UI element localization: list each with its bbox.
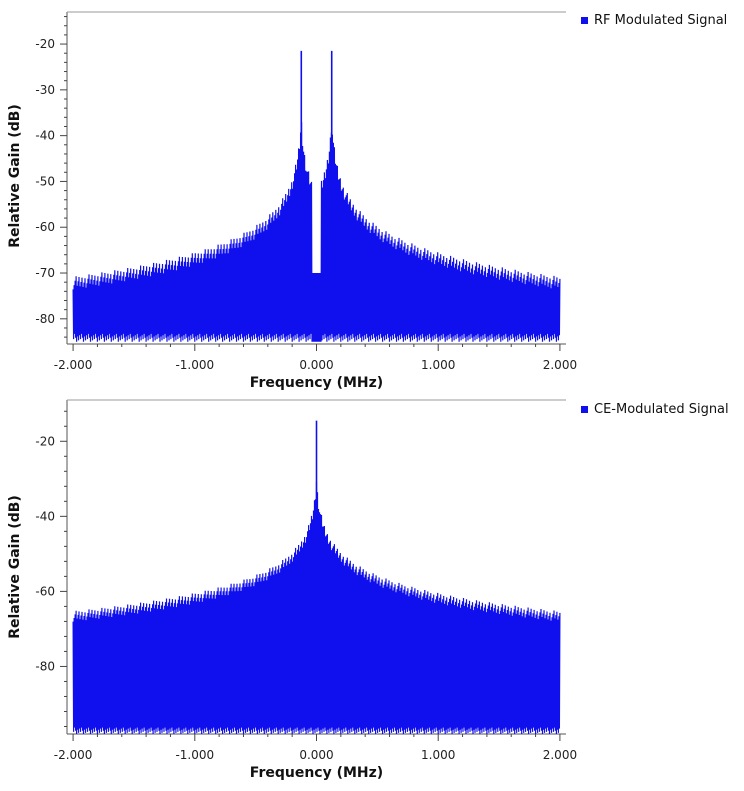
y-axis-title: Relative Gain (dB) bbox=[7, 495, 23, 639]
x-tick-label: -2.000 bbox=[54, 748, 93, 762]
series-line bbox=[72, 122, 561, 342]
x-axis-title: Frequency (MHz) bbox=[250, 375, 383, 391]
y-tick-label: -40 bbox=[35, 509, 55, 523]
x-tick-label: 0.000 bbox=[299, 748, 333, 762]
series-line bbox=[72, 481, 561, 734]
y-tick-label: -80 bbox=[35, 312, 55, 326]
y-tick-label: -70 bbox=[35, 266, 55, 280]
chart-1: -80 -70 -60 -50 -40 -30 -20 -2.000 -1.000 0.000 1.… bbox=[7, 11, 727, 391]
x-tick-label: 1.000 bbox=[421, 358, 455, 372]
legend-label: CE-Modulated Signal bbox=[594, 402, 729, 417]
x-tick-label: -2.000 bbox=[54, 358, 93, 372]
legend-swatch bbox=[581, 17, 588, 24]
y-tick-label: -60 bbox=[35, 584, 55, 598]
y-tick-label: -40 bbox=[35, 129, 55, 143]
y-axis-title: Relative Gain (dB) bbox=[7, 104, 23, 248]
x-tick-label: -1.000 bbox=[175, 358, 214, 372]
x-tick-label: 2.000 bbox=[543, 748, 577, 762]
x-tick-label: 2.000 bbox=[543, 358, 577, 372]
y-tick-label: -50 bbox=[35, 174, 55, 188]
x-tick-label: 0.000 bbox=[299, 358, 333, 372]
y-tick-label: -20 bbox=[35, 37, 55, 51]
x-tick-label: 1.000 bbox=[421, 748, 455, 762]
legend-label: RF Modulated Signal bbox=[594, 13, 727, 28]
x-axis-title: Frequency (MHz) bbox=[250, 765, 383, 781]
y-tick-label: -30 bbox=[35, 83, 55, 97]
y-tick-label: -80 bbox=[35, 659, 55, 673]
y-tick-label: -60 bbox=[35, 220, 55, 234]
y-tick-label: -20 bbox=[35, 434, 55, 448]
legend-swatch bbox=[581, 406, 588, 413]
x-tick-label: -1.000 bbox=[175, 748, 214, 762]
chart-2: -80 -60 -40 -20 -2.000 -1.000 0.000 1.000 2.000 F… bbox=[7, 399, 729, 781]
